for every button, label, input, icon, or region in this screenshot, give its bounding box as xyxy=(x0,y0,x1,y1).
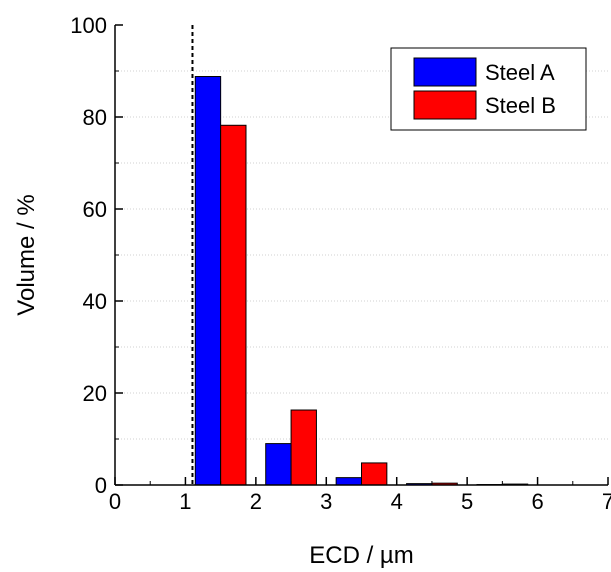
bar-steel-a-1 xyxy=(265,443,292,486)
legend-label-steel-b: Steel B xyxy=(485,93,556,118)
x-tick-label: 1 xyxy=(179,489,191,514)
bar-steel-a-2 xyxy=(335,477,363,486)
y-axis-title: Volume / % xyxy=(13,194,40,315)
grid-lines xyxy=(115,70,608,440)
x-tick-label: 6 xyxy=(531,489,543,514)
bars xyxy=(194,76,529,486)
x-tick-label: 0 xyxy=(109,489,121,514)
y-tick-label: 0 xyxy=(95,473,107,498)
x-tick-label: 2 xyxy=(250,489,262,514)
bar-steel-b-0 xyxy=(220,124,247,486)
x-axis-title: ECD / µm xyxy=(309,542,414,569)
legend: Steel A Steel B xyxy=(390,47,587,131)
x-tick-label: 5 xyxy=(461,489,473,514)
y-tick-label: 20 xyxy=(83,381,107,406)
legend-swatch-steel-a xyxy=(413,57,477,87)
y-tick-label: 60 xyxy=(83,197,107,222)
bar-steel-a-0 xyxy=(194,76,222,486)
legend-swatch-steel-b xyxy=(413,90,477,120)
legend-label-steel-a: Steel A xyxy=(485,60,555,85)
x-tick-label: 7 xyxy=(602,489,611,514)
bar-steel-b-2 xyxy=(361,462,388,486)
bar-steel-b-1 xyxy=(290,409,317,486)
y-tick-label: 100 xyxy=(70,13,107,38)
y-tick-label: 40 xyxy=(83,289,107,314)
x-tick-label: 3 xyxy=(320,489,332,514)
y-tick-label: 80 xyxy=(83,105,107,130)
ticks: 0 1 2 3 4 5 6 7 0 20 40 60 80 100 xyxy=(70,13,611,514)
x-tick-label: 4 xyxy=(391,489,403,514)
